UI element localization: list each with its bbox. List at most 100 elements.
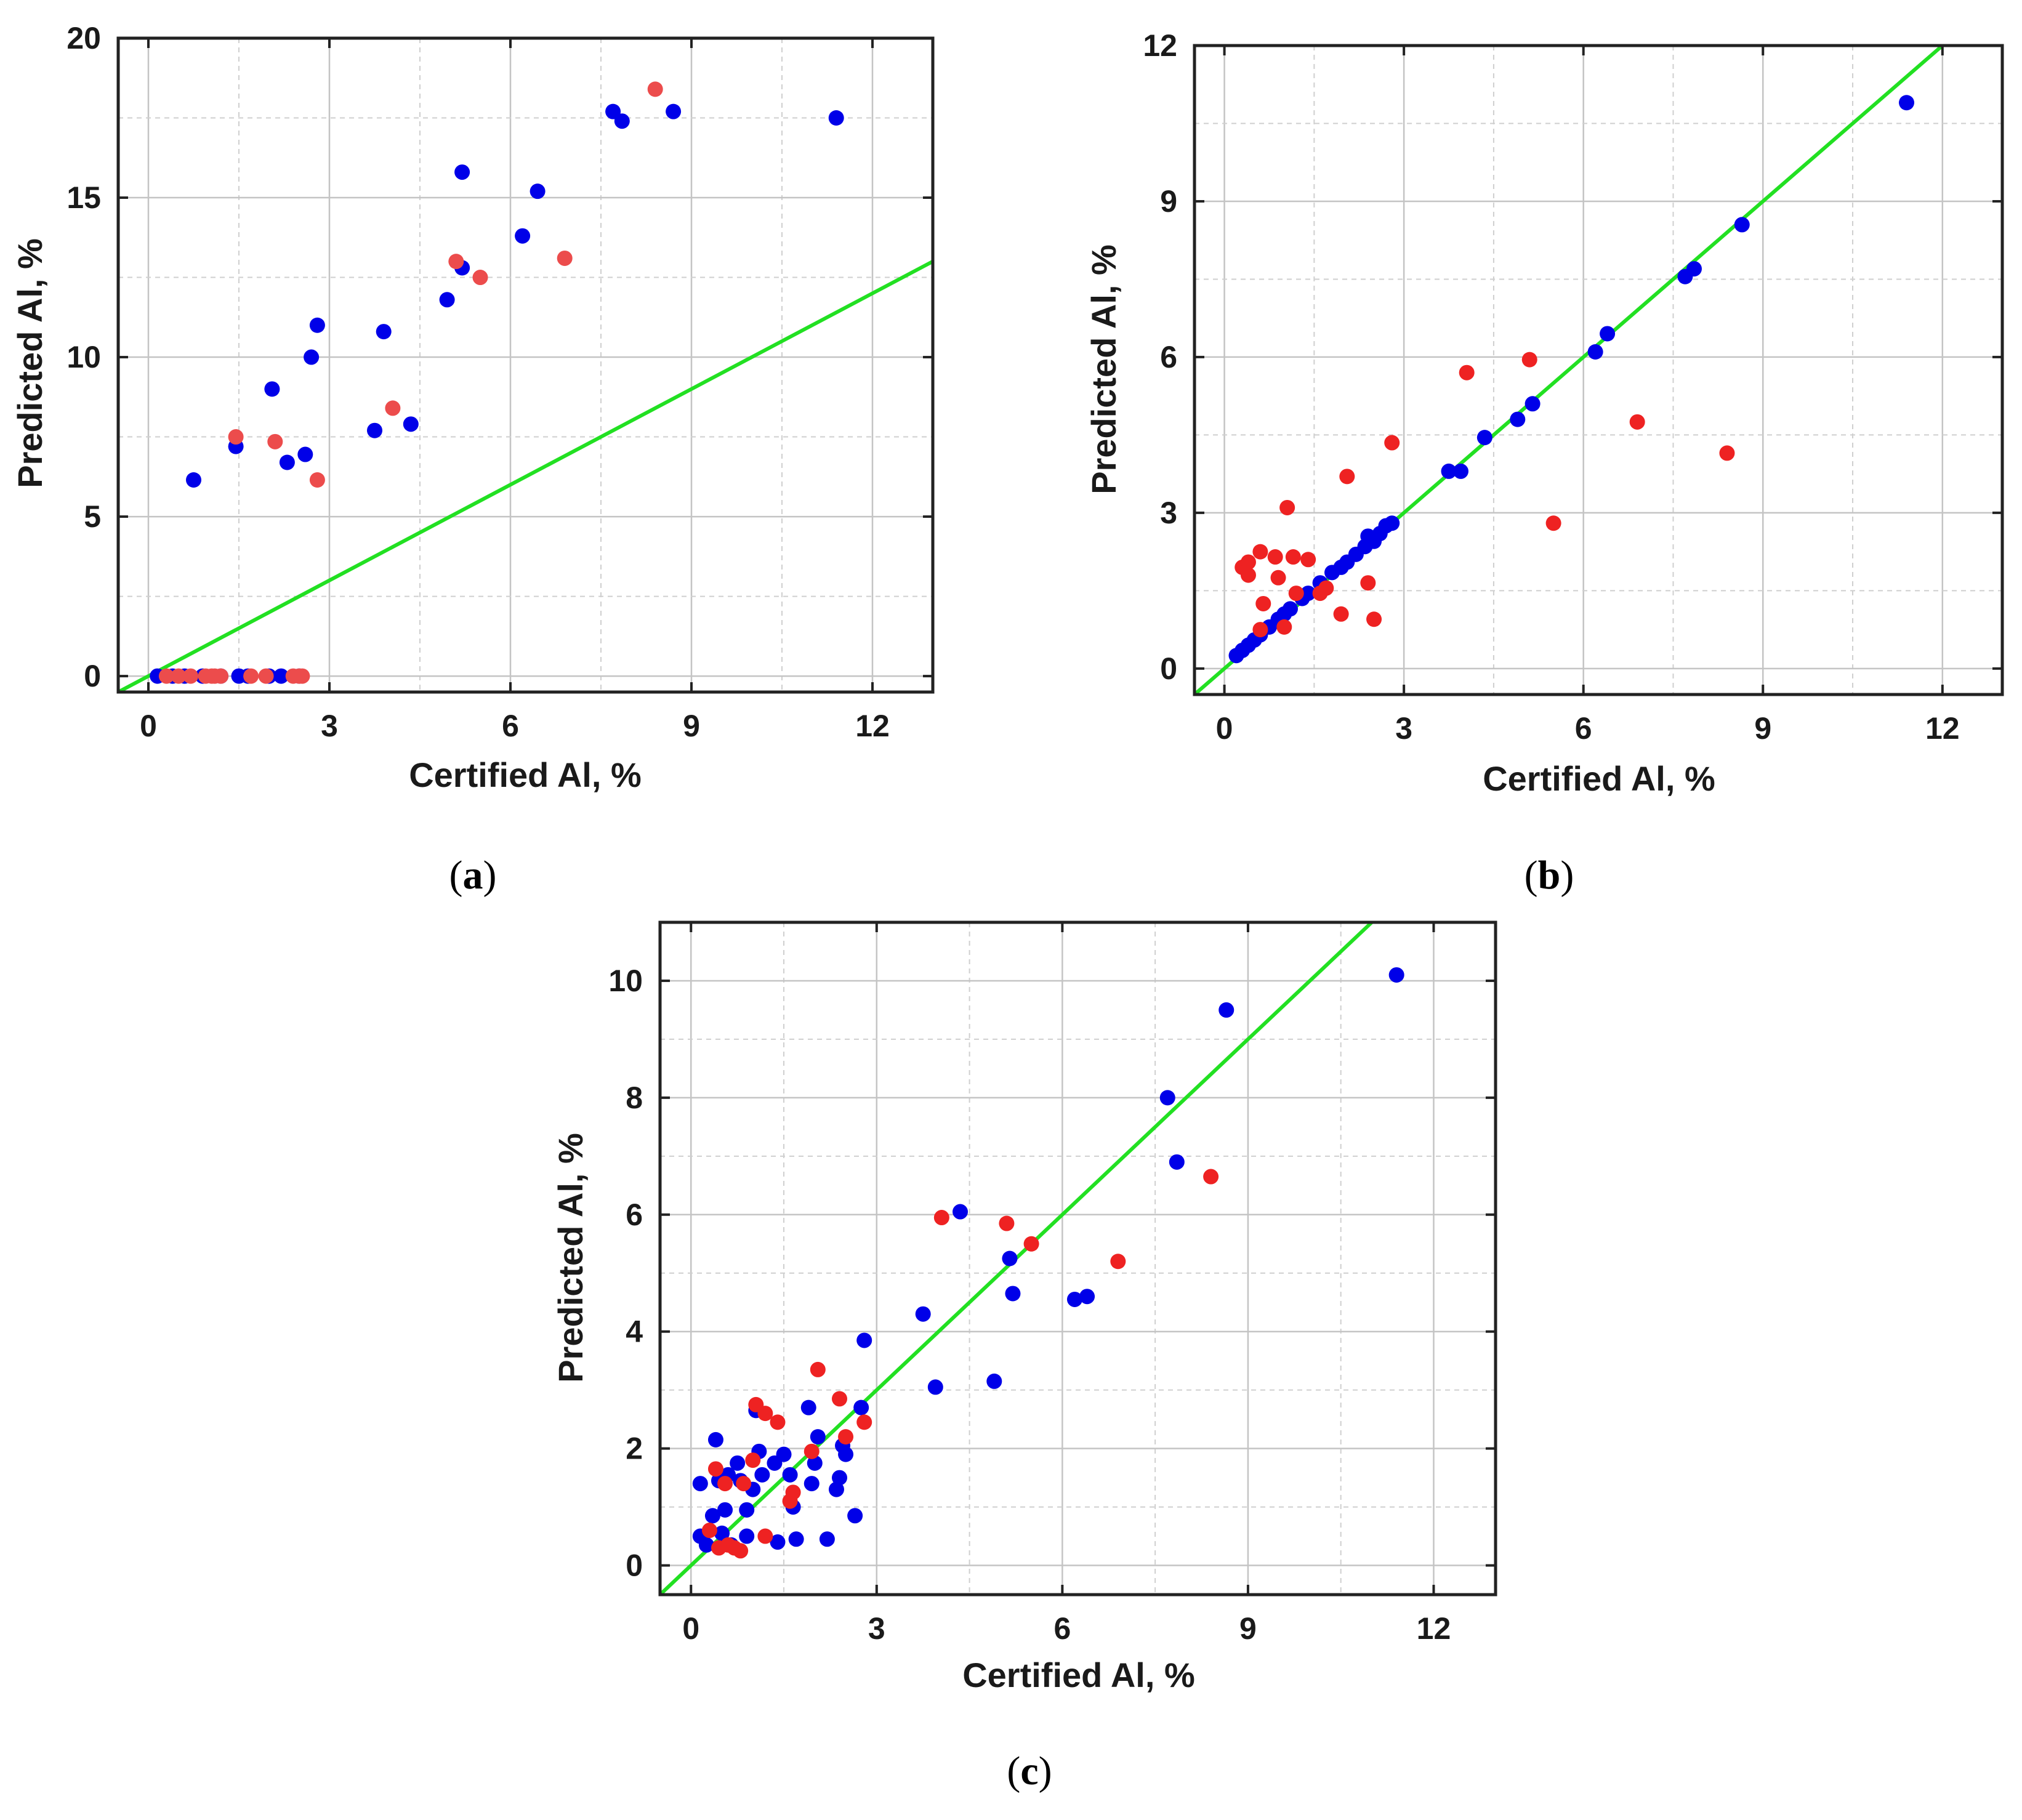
data-point-blue: [1587, 344, 1603, 360]
y-tick-label: 2: [626, 1431, 643, 1466]
plot-frame: [116, 36, 935, 694]
data-point-red: [757, 1528, 773, 1544]
data-point-blue: [1899, 95, 1915, 111]
data-point-red: [1276, 619, 1292, 635]
x-tick-label: 3: [321, 709, 338, 743]
y-tick-label: 0: [84, 659, 101, 693]
data-point-red: [1288, 586, 1304, 602]
y-tick-label: 15: [66, 180, 101, 215]
data-point-blue: [776, 1446, 792, 1462]
data-point-blue: [953, 1204, 969, 1220]
data-point-blue: [186, 472, 201, 488]
data-point-red: [733, 1543, 749, 1559]
data-point-blue: [810, 1429, 826, 1445]
data-point-blue: [439, 292, 455, 308]
x-tick-label: 12: [855, 709, 890, 743]
data-point-red: [832, 1391, 848, 1407]
data-point-blue: [1002, 1250, 1018, 1266]
x-tick-label: 12: [1417, 1611, 1451, 1646]
data-point-red: [770, 1414, 786, 1430]
data-point-red: [171, 668, 187, 684]
y-tick-label: 20: [66, 21, 101, 55]
data-point-red: [1267, 549, 1283, 565]
plot-area: [118, 81, 933, 692]
y-tick-label: 3: [1160, 496, 1177, 530]
data-point-red: [158, 668, 174, 684]
chart-panel-b: 0 3 6 9 12 0 3 6 9 12 Certified Al, % Predicted Al,…: [1084, 28, 2004, 898]
data-point-blue: [1510, 411, 1526, 427]
data-point-blue: [1441, 463, 1457, 479]
data-point-blue: [739, 1502, 755, 1518]
data-point-red: [1384, 435, 1400, 451]
panel-letter: b: [1538, 853, 1561, 898]
data-point-blue: [698, 1537, 714, 1553]
data-point-red: [1333, 606, 1349, 622]
data-point-blue: [707, 1431, 723, 1448]
data-point-red: [736, 1476, 752, 1492]
data-point-blue: [454, 164, 470, 180]
data-point-blue: [717, 1502, 733, 1518]
x-tick-label: 0: [140, 709, 157, 743]
data-point-red: [1459, 364, 1475, 381]
data-point-blue: [304, 349, 320, 365]
data-point-blue: [754, 1467, 770, 1483]
panel-label: (a): [449, 853, 497, 898]
data-point-blue: [515, 228, 531, 244]
plot-frame: [658, 920, 1497, 1597]
data-point-blue: [614, 113, 630, 129]
chart-panel-c: 0 3 6 9 12 0 2 4 6 8 10 Certified Al, % Predicted Al…: [551, 920, 1497, 1794]
data-point-red: [309, 472, 325, 488]
grid: [1194, 44, 2002, 695]
y-tick-label: 12: [1143, 28, 1177, 63]
data-point-blue: [770, 1534, 786, 1550]
x-tick-label: 3: [868, 1611, 885, 1646]
data-point-red: [1252, 544, 1268, 560]
data-point-red: [1545, 515, 1561, 531]
grid: [118, 37, 933, 692]
data-point-blue: [666, 103, 682, 119]
data-point-red: [1629, 414, 1645, 430]
x-tick-label: 0: [1216, 711, 1233, 746]
data-point-blue: [1388, 967, 1404, 983]
data-point-blue: [853, 1399, 869, 1415]
data-point-blue: [1300, 586, 1316, 602]
data-point-red: [258, 668, 274, 684]
series-blue: [1228, 95, 1915, 664]
y-tick-label: 5: [84, 499, 101, 534]
data-point-blue: [828, 110, 844, 126]
data-point-red: [999, 1215, 1015, 1231]
x-tick-label: 6: [502, 709, 519, 743]
data-point-red: [1300, 552, 1316, 568]
data-point-red: [243, 668, 259, 684]
data-point-red: [810, 1361, 826, 1377]
data-point-blue: [367, 422, 382, 438]
data-point-red: [838, 1429, 854, 1445]
data-point-red: [701, 1523, 717, 1539]
data-point-blue: [714, 1525, 730, 1541]
panel-label: (c): [1007, 1749, 1052, 1794]
data-point-red: [1240, 567, 1256, 583]
data-point-blue: [605, 103, 621, 119]
x-tick-label: 3: [1395, 711, 1412, 746]
identity-line: [118, 259, 933, 692]
data-point-red: [183, 668, 199, 684]
data-point-red: [213, 668, 229, 684]
data-point-red: [757, 1406, 773, 1422]
y-tick-label: 0: [626, 1548, 643, 1583]
plot-area: [1194, 46, 1944, 695]
x-tick-label: 9: [683, 709, 700, 743]
data-point-red: [557, 250, 573, 266]
data-point-blue: [1452, 463, 1468, 479]
data-point-red: [707, 1461, 723, 1477]
data-point-red: [785, 1484, 801, 1500]
data-point-blue: [856, 1332, 872, 1348]
data-point-blue: [828, 1481, 844, 1497]
x-tick-label: 9: [1239, 1611, 1257, 1646]
data-point-blue: [1525, 396, 1541, 412]
plot-frame: [1193, 44, 2004, 696]
y-tick-label: 10: [66, 340, 101, 374]
data-point-blue: [800, 1399, 816, 1415]
data-point-red: [1285, 549, 1301, 565]
data-point-red: [1255, 595, 1271, 611]
